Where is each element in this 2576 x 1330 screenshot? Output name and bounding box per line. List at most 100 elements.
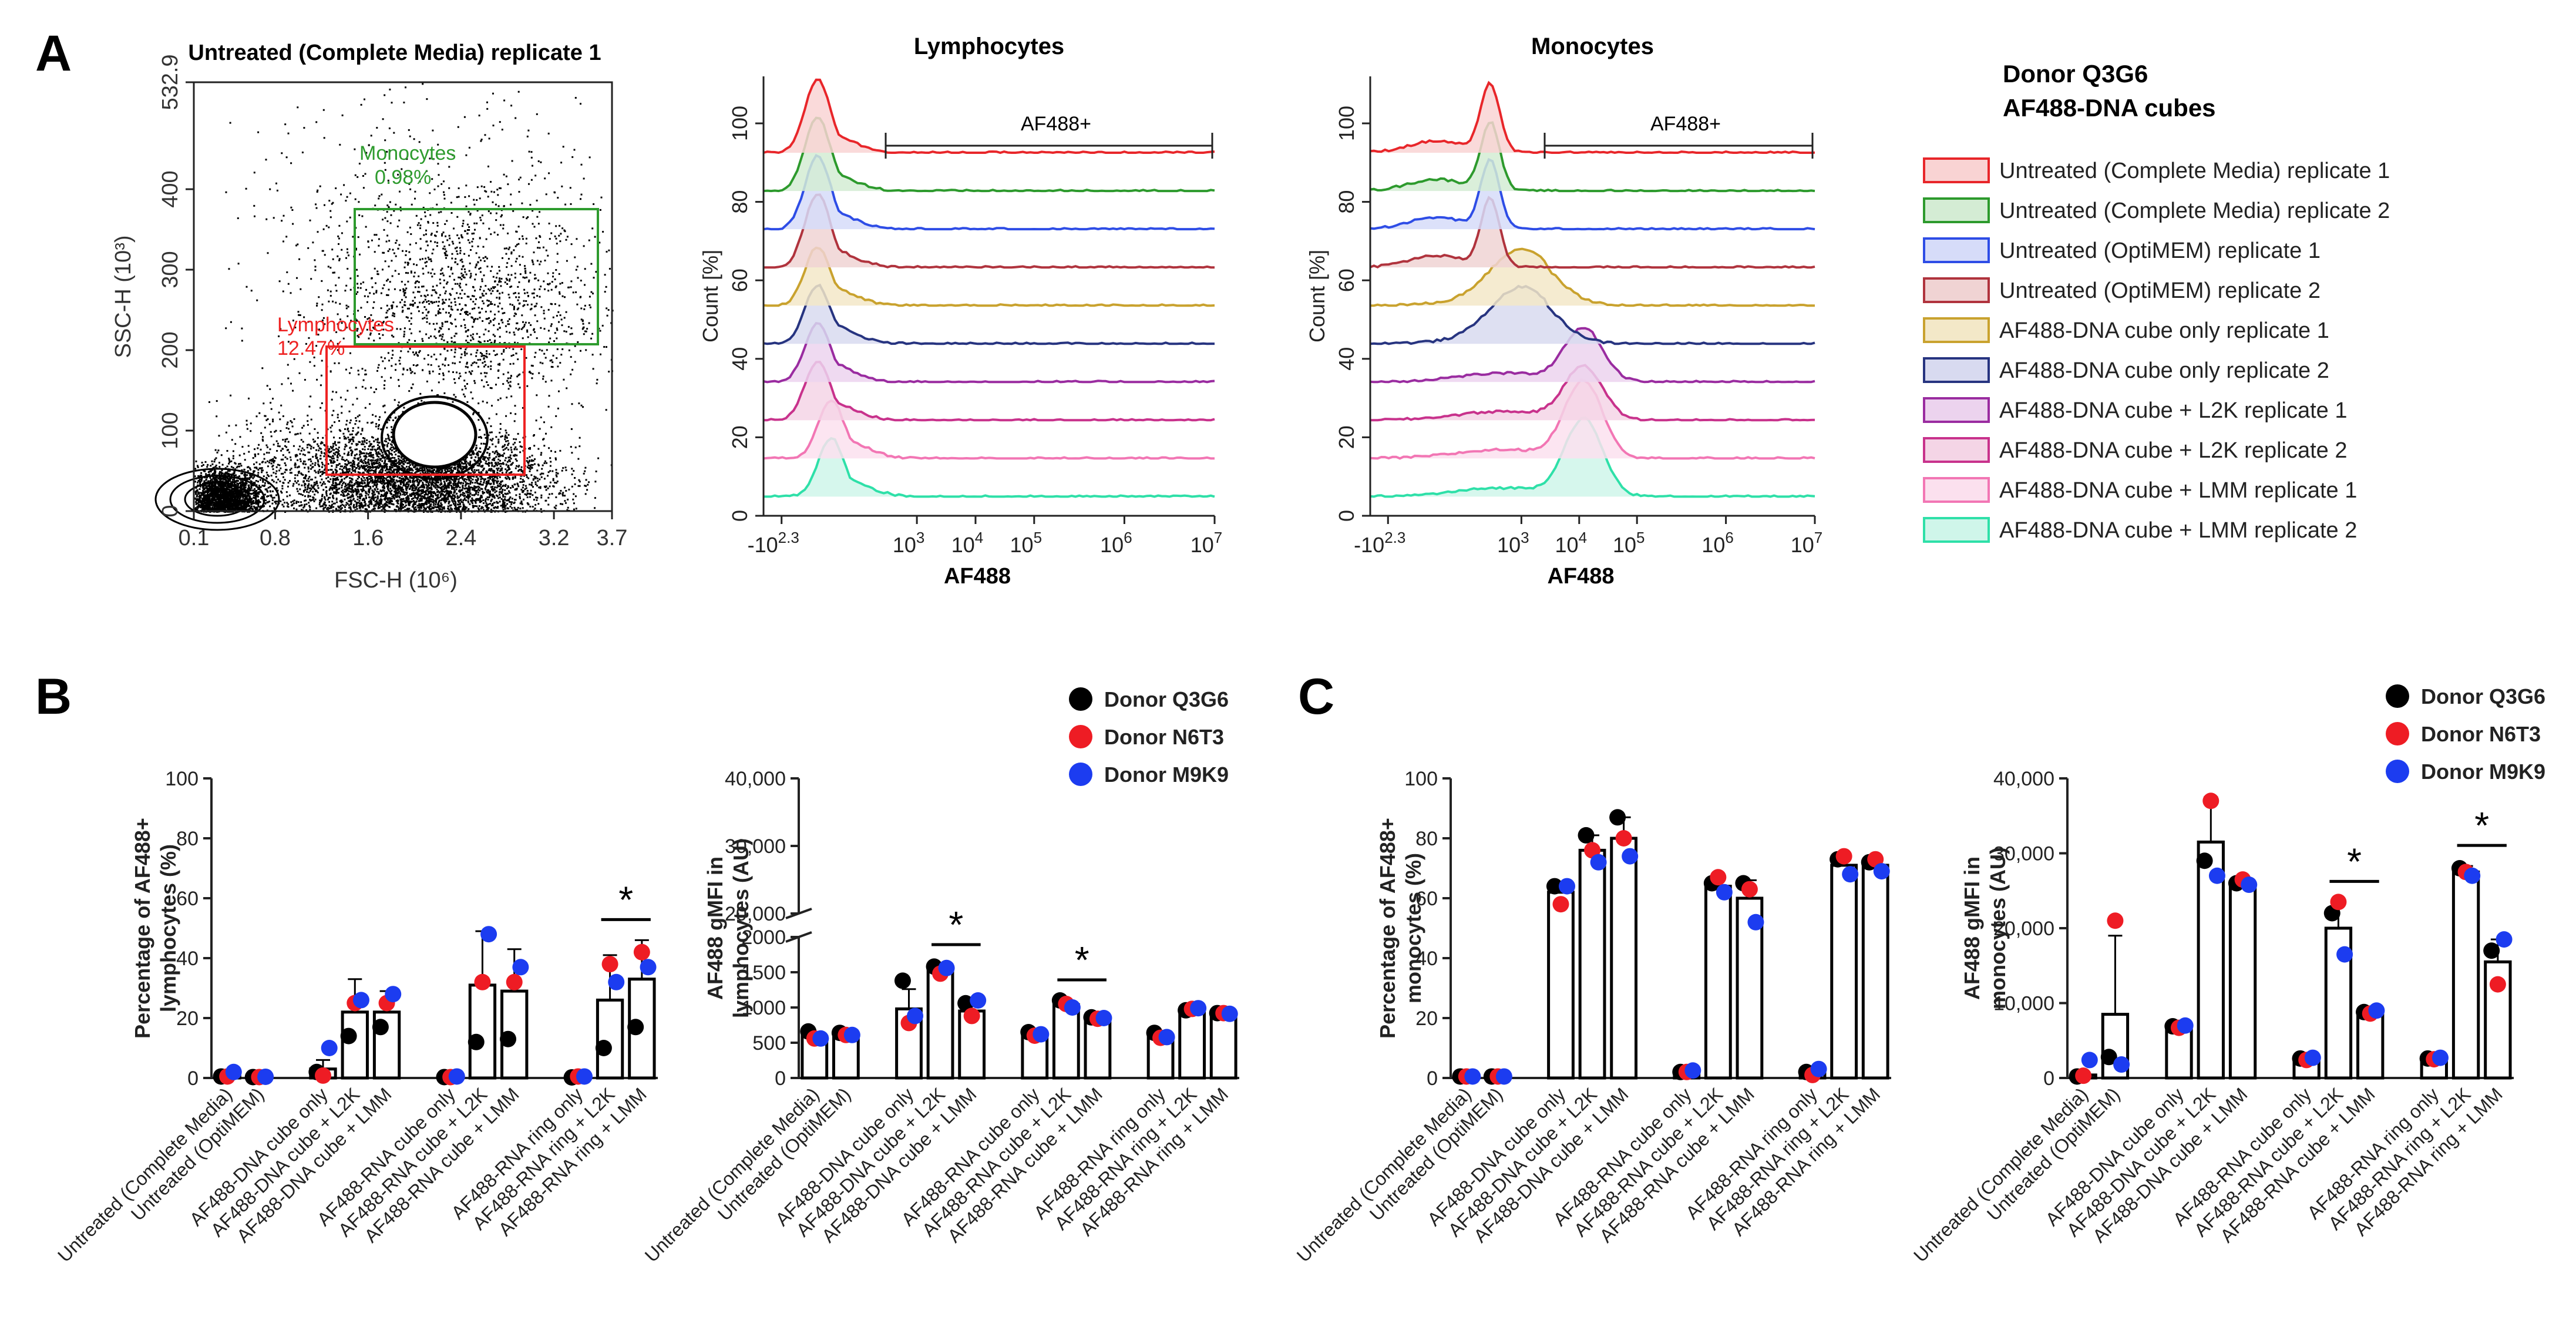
y-tick-label: 30,000 [1993,843,2054,865]
histogram-trace-0 [1370,80,1815,155]
bar-9 [1830,864,1858,1080]
data-point-2-4 [970,992,987,1009]
y-axis-label-line: monocytes (AU) [1986,847,2010,1009]
legend-label-7: AF488-DNA cube + L2K replicate 2 [1999,438,2348,463]
histogram-y-tick-label: 20 [728,425,752,449]
y-axis-label: Percentage of AF488+monocytes (%) [1376,818,1425,1039]
y-axis-label-line: AF488 gMFI in [1960,857,1984,1000]
data-point-2-7 [1095,1010,1112,1026]
tick-exponent: 2.3 [778,529,799,546]
data-point-2-10 [640,959,657,976]
scatter-x-label: FSC-H (10⁶) [334,568,458,593]
legend-label-2: Untreated (OptiMEM) replicate 1 [1999,239,2321,263]
y-tick-label: 0 [1427,1067,1438,1090]
tick-base: 10 [1701,533,1725,557]
legend-swatch-4 [1923,317,1990,343]
y-tick-label: 2000 [741,926,786,949]
data-point-1-10 [2489,976,2506,993]
histogram-fill-0 [764,79,1215,153]
histogram-fill-8 [764,401,1215,459]
scatter-plot: Untreated (Complete Media) replicate 1 M… [111,41,627,593]
y-tick-label: 1000 [741,997,786,1019]
scatter-y-tick-label: 400 [158,170,183,207]
tick-exponent: 3 [1521,529,1529,546]
legend-swatch-1 [1923,197,1990,223]
histogram-x-tick-label: 103 [893,529,925,557]
tick-base: 10 [1010,533,1034,557]
tick-base: 10 [1497,533,1521,557]
bar-4 [2228,882,2257,1080]
tick-exponent: 5 [1034,529,1042,546]
histogram-fill-2 [764,155,1215,230]
scatter-frame [193,81,613,512]
lymphocyte-gate [325,345,526,476]
y-tick-label: 10,000 [1993,993,2054,1015]
histogram-y-tick-label: 40 [728,347,752,371]
histogram-trace-1 [1370,121,1815,193]
bar-4 [1610,837,1638,1080]
data-point-0-1 [2100,1049,2117,1066]
y-tick-label: 40 [176,948,199,970]
legend-swatch-3 [1923,277,1990,303]
legend-title-cubes: AF488-DNA cubes [2003,94,2216,122]
y-tick-label: 20,000 [1993,918,2054,940]
histogram-y-tick-label: 0 [1334,510,1358,522]
bar-3 [926,969,954,1080]
lymphocyte-gate-name: Lymphocytes [277,314,394,336]
scatter-y-tick-label: 100 [158,412,183,449]
histogram-y-label: Count [%] [698,250,722,342]
y-axis-label: AF488 gMFI inlymphocytes (AU) [703,838,753,1018]
histogram-trace-7 [764,361,1215,422]
tick-exponent: 4 [1579,529,1587,546]
data-point-1-6 [2330,894,2347,911]
histogram-title: Monocytes [1531,33,1654,59]
legend-swatch-0 [1923,157,1990,183]
histogram-fill-6 [1370,328,1815,382]
data-point-2-8 [2432,1049,2449,1066]
donor-legend-label-0: Donor Q3G6 [2421,684,2545,708]
donor-legend-dot-1 [1069,725,1092,748]
legend-label-6: AF488-DNA cube + L2K replicate 1 [1999,398,2348,423]
bar-6 [468,983,497,1080]
data-point-2-10 [1873,863,1890,880]
data-point-2-4 [1622,848,1639,865]
monocyte-gate [354,208,599,345]
histogram-x-tick-label: 107 [1191,529,1223,557]
y-axis-label: AF488 gMFI inmonocytes (AU) [1960,847,2010,1009]
data-point-2-2 [907,1007,924,1025]
data-point-2-10 [1221,1005,1238,1022]
data-point-1-1 [2107,912,2124,929]
panel-letter-b: B [35,669,72,725]
data-point-0-10 [2483,942,2500,959]
donor-legend-dot-2 [2386,760,2409,783]
histogram-y-tick-label: 80 [1334,190,1358,214]
lymphocyte-gate-pct: 12.47% [277,337,345,360]
data-point-1-0 [2075,1067,2092,1084]
tick-base: 10 [1613,533,1636,557]
bar-10 [1209,1012,1237,1080]
tick-exponent: 3 [916,529,924,546]
data-point-2-4 [385,986,402,1003]
y-tick-label: 40,000 [725,768,786,790]
legend-label-9: AF488-DNA cube + LMM replicate 2 [1999,518,2357,543]
histogram-x-tick-label: 105 [1613,529,1645,557]
data-point-2-2 [2177,1017,2194,1034]
y-tick-label: 20 [176,1007,199,1030]
data-point-2-3 [2208,867,2225,884]
data-point-2-8 [576,1068,593,1085]
data-point-2-3 [352,992,369,1009]
histogram-x-tick-label: 104 [951,529,984,557]
histogram-y-tick-label: 20 [1334,425,1358,449]
legend-swatch-2 [1923,237,1990,263]
legend-swatch-9 [1923,517,1990,543]
bar-7 [1084,1017,1112,1080]
data-point-0-10 [627,1019,644,1036]
monocyte-gate-pct: 0.98% [375,166,431,189]
data-point-0-4 [957,995,974,1012]
data-point-0-3 [1578,827,1595,844]
y-tick-label: 20 [1415,1007,1438,1030]
scatter-contours [154,395,489,531]
data-point-2-7 [1747,913,1764,931]
significance-star-1: * [1075,939,1089,981]
tick-base: -10 [748,533,778,557]
